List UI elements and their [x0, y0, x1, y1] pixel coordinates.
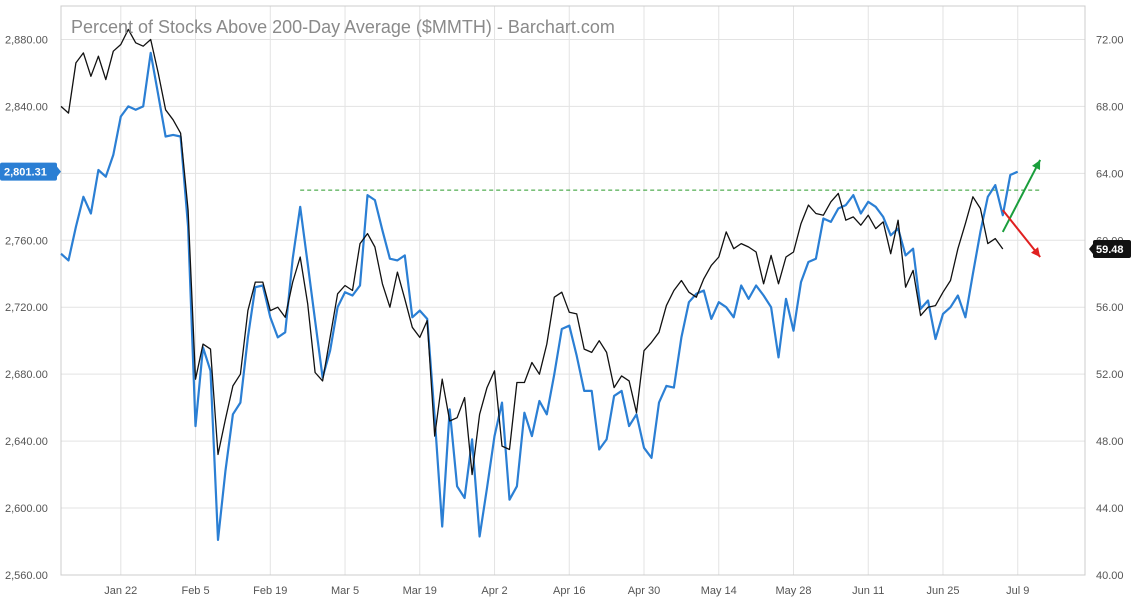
right-tick-label: 56.00 [1096, 302, 1124, 314]
left-last-value-text: 2,801.31 [4, 167, 47, 179]
up-arrow-head [1032, 159, 1041, 171]
chart-title: Percent of Stocks Above 200-Day Average … [71, 17, 615, 37]
percent-series-line [60, 28, 1004, 476]
x-tick-label: Mar 19 [403, 585, 437, 597]
right-axis: 40.0044.0048.0052.0056.0060.0064.0068.00… [1096, 34, 1124, 582]
x-tick-label: Jun 11 [852, 585, 884, 597]
plot-frame [60, 5, 1086, 576]
x-tick-label: Jul 9 [1006, 585, 1029, 597]
x-tick-label: May 28 [775, 585, 811, 597]
x-tick-label: May 14 [701, 585, 737, 597]
right-last-value-text: 59.48 [1096, 244, 1124, 256]
left-tick-label: 2,680.00 [5, 369, 48, 381]
right-last-value-badge [1093, 239, 1131, 258]
right-badge-pointer [1089, 243, 1093, 254]
right-tick-label: 68.00 [1096, 101, 1124, 113]
right-tick-label: 64.00 [1096, 168, 1124, 180]
x-tick-label: Apr 16 [553, 585, 585, 597]
right-tick-label: 52.00 [1096, 369, 1124, 381]
left-tick-label: 2,720.00 [5, 302, 48, 314]
left-tick-label: 2,840.00 [5, 101, 48, 113]
price-series-line [60, 51, 1019, 542]
right-tick-label: 44.00 [1096, 503, 1124, 515]
down-arrow-shaft [1001, 209, 1041, 258]
last-value-badges: 2,801.31 59.48 [0, 162, 1131, 258]
x-axis: Jan 22 Feb 5 Feb 19 Mar 5 Mar 19 Apr 2 Apr 16 A… [104, 585, 1029, 597]
left-badge-pointer [57, 166, 61, 177]
grid-layer [61, 6, 1085, 576]
x-tick-label: Feb 19 [253, 585, 287, 597]
x-tick-label: Apr 2 [481, 585, 507, 597]
x-tick-label: Jun 25 [926, 585, 959, 597]
x-tick-label: Jan 22 [104, 585, 137, 597]
x-tick-label: Feb 5 [181, 585, 209, 597]
down-arrow-head [1031, 247, 1041, 258]
right-tick-label: 72.00 [1096, 34, 1124, 46]
series-layer [60, 28, 1019, 542]
left-tick-label: 2,880.00 [5, 34, 48, 46]
left-tick-label: 2,760.00 [5, 235, 48, 247]
left-last-value-badge [0, 162, 57, 181]
up-arrow-shaft [1001, 159, 1042, 233]
x-tick-label: Apr 30 [628, 585, 660, 597]
right-tick-label: 48.00 [1096, 436, 1124, 448]
right-tick-label: 40.00 [1096, 570, 1124, 582]
left-tick-label: 2,640.00 [5, 436, 48, 448]
left-tick-label: 2,600.00 [5, 503, 48, 515]
x-tick-label: Mar 5 [331, 585, 359, 597]
left-tick-label: 2,560.00 [5, 570, 48, 582]
arrow-layer [1001, 159, 1042, 258]
